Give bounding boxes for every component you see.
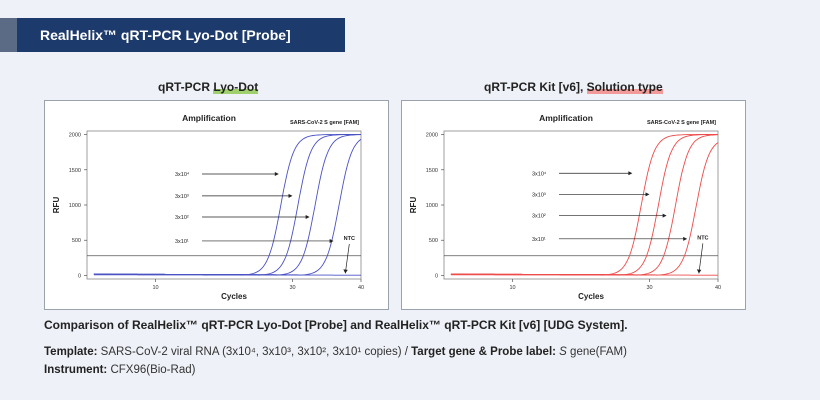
- x-tick-label: 10: [509, 285, 515, 291]
- ntc-label: NTC: [344, 236, 355, 242]
- x-tick-label: 40: [715, 285, 721, 291]
- x-tick-label: 30: [646, 285, 652, 291]
- plot-area: [443, 130, 719, 280]
- page-title: RealHelix™ qRT-PCR Lyo-Dot [Probe]: [40, 27, 291, 43]
- template-label: Template:: [44, 346, 98, 358]
- annotation-arrow-head: [628, 171, 633, 176]
- annotation-arrow-head: [662, 213, 667, 218]
- y-tick-label: 1500: [69, 168, 81, 174]
- template-line: Template: SARS-CoV-2 viral RNA (3x10⁴, 3…: [44, 346, 627, 358]
- y-tick-label: 0: [435, 273, 438, 279]
- chart-lyodot: Amplification SARS-CoV-2 S gene [FAM] Cycl…: [52, 113, 364, 301]
- annotation-label: 3x10²: [532, 214, 546, 220]
- target-label: Target gene & Probe label:: [411, 346, 556, 358]
- x-tick-label: 10: [152, 285, 158, 291]
- series-line: [93, 138, 362, 276]
- chart-heading-solution: qRT-PCR Kit [v6], Solution type: [484, 80, 663, 94]
- chart-heading-highlight: Solution type: [586, 80, 663, 94]
- chart-heading-highlight: Lyo-Dot: [213, 80, 259, 94]
- chart-heading-text: qRT-PCR: [158, 80, 214, 94]
- title-accent-bar: [0, 18, 17, 52]
- y-tick-label: 1000: [426, 203, 438, 209]
- annotation-label: 3x10⁴: [175, 171, 190, 178]
- series-line: [450, 134, 718, 276]
- plot-area: [86, 130, 362, 280]
- gene-text: gene(FAM): [566, 346, 627, 358]
- chart-panel-lyodot: Amplification SARS-CoV-2 S gene [FAM] Cycl…: [44, 100, 389, 310]
- annotation-label: 3x10¹: [532, 237, 546, 243]
- annotation-label: 3x10³: [175, 194, 189, 200]
- annotation-arrow-head: [288, 193, 293, 198]
- ntc-label: NTC: [697, 235, 708, 241]
- x-tick-label: 40: [358, 285, 364, 291]
- chart-heading-lyodot: qRT-PCR Lyo-Dot: [158, 80, 259, 94]
- x-tick-label: 30: [289, 285, 295, 291]
- annotation-label: 3x10⁴: [532, 170, 547, 177]
- y-axis-label: RFU: [409, 197, 418, 214]
- series-line: [93, 134, 362, 276]
- chart-title: Amplification: [539, 113, 593, 123]
- series-line: [450, 134, 719, 276]
- instrument-line: Instrument: CFX96(Bio-Rad): [44, 364, 195, 376]
- series-line: [93, 134, 361, 276]
- chart-heading-text: qRT-PCR Kit [v6],: [484, 80, 587, 94]
- figure-caption: Comparison of RealHelix™ qRT-PCR Lyo-Dot…: [44, 318, 628, 332]
- annotation-label: 3x10¹: [175, 239, 189, 245]
- title-banner: RealHelix™ qRT-PCR Lyo-Dot [Probe]: [0, 18, 345, 52]
- gene-italic: S: [555, 346, 567, 358]
- annotation-arrow-head: [329, 238, 334, 243]
- y-tick-label: 500: [72, 238, 81, 244]
- annotation-arrow-head: [305, 214, 310, 219]
- chart-solution: Amplification SARS-CoV-2 S gene [FAM] Cycl…: [409, 113, 721, 301]
- template-text: SARS-CoV-2 viral RNA (3x10⁴, 3x10³, 3x10…: [97, 346, 412, 358]
- x-axis-label: Cycles: [578, 292, 604, 301]
- ntc-arrow-line: [344, 244, 350, 274]
- y-tick-label: 1000: [69, 203, 81, 209]
- x-axis-label: Cycles: [221, 292, 247, 301]
- y-axis-label: RFU: [52, 197, 61, 214]
- series-line: [450, 134, 718, 276]
- instrument-label: Instrument:: [44, 364, 108, 376]
- y-tick-label: 1500: [426, 168, 438, 174]
- y-tick-label: 2000: [426, 133, 438, 139]
- chart-panel-solution: Amplification SARS-CoV-2 S gene [FAM] Cycl…: [401, 100, 746, 310]
- ntc-arrow-line: [698, 243, 704, 274]
- instrument-text: CFX96(Bio-Rad): [107, 364, 196, 376]
- annotation-arrow-head: [683, 236, 688, 241]
- ntc-arrow-head: [696, 269, 702, 274]
- series-line: [450, 142, 719, 276]
- y-tick-label: 0: [78, 273, 81, 279]
- y-tick-label: 2000: [69, 133, 81, 139]
- ntc-arrow-head: [343, 269, 348, 274]
- chart-subtitle: SARS-CoV-2 S gene [FAM]: [647, 120, 716, 126]
- chart-subtitle: SARS-CoV-2 S gene [FAM]: [290, 120, 359, 126]
- annotation-label: 3x10²: [175, 215, 189, 221]
- annotation-label: 3x10³: [532, 192, 546, 198]
- y-tick-label: 500: [429, 238, 438, 244]
- annotation-arrow-head: [645, 192, 650, 197]
- annotation-arrow-head: [274, 171, 279, 176]
- series-line: [93, 134, 361, 276]
- chart-title: Amplification: [182, 113, 236, 123]
